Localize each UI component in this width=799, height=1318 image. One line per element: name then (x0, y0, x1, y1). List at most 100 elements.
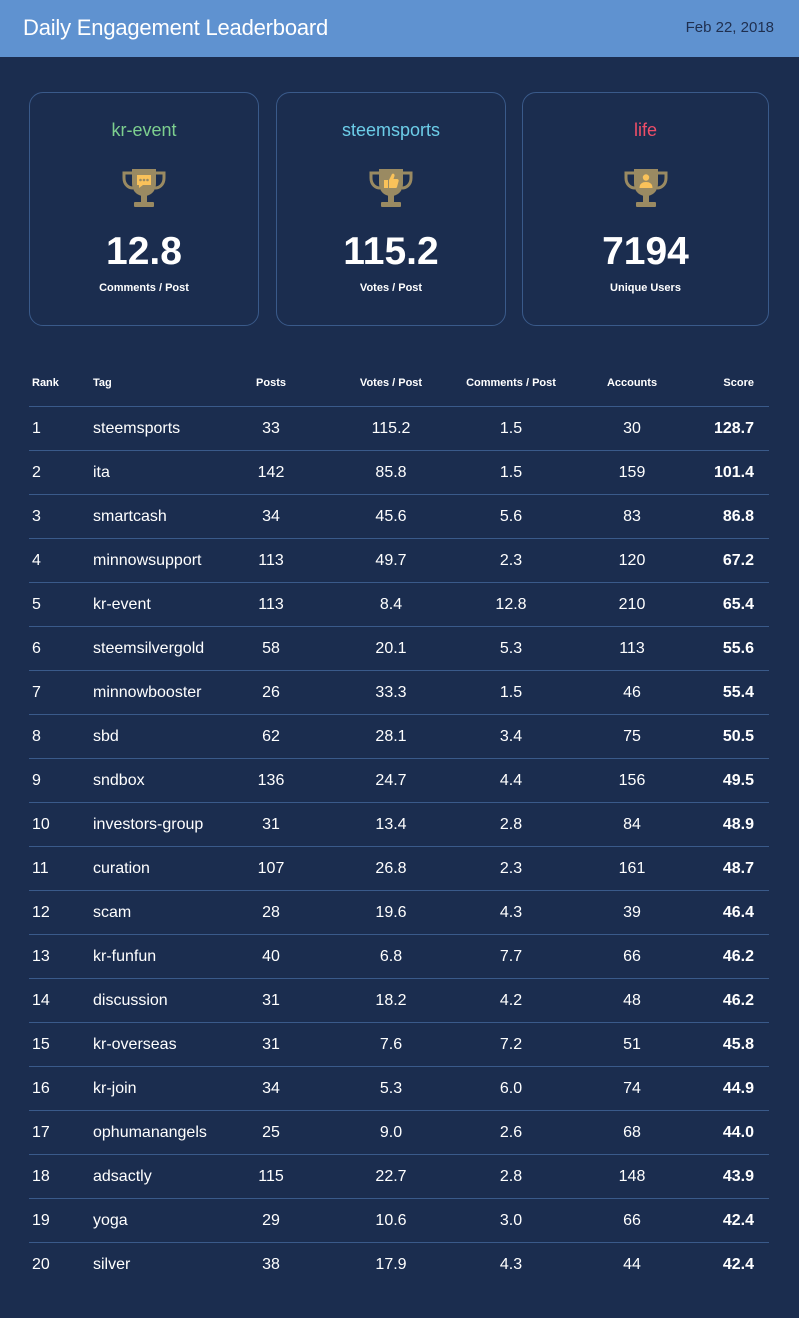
card-comments-per-post: kr-event 12.8 Comments / Post (29, 92, 259, 326)
cell-score: 43.9 (722, 1168, 754, 1185)
cell-accounts: 48 (623, 992, 641, 1009)
cell-rank: 18 (32, 1168, 50, 1185)
page-title: Daily Engagement Leaderboard (23, 15, 329, 40)
table-row: 16 kr-join 34 5.3 6.0 74 44.9 (29, 1067, 769, 1111)
cell-tag[interactable]: adsactly (93, 1168, 152, 1185)
cell-score: 49.5 (722, 772, 754, 789)
cell-posts: 62 (262, 728, 280, 745)
cell-tag[interactable]: sndbox (93, 772, 145, 789)
cell-score: 46.2 (722, 992, 754, 1009)
cell-votes-per-post: 10.6 (375, 1212, 407, 1229)
table-header: Rank Tag Posts Votes / Post Comments / P… (29, 364, 769, 407)
table-row: 11 curation 107 26.8 2.3 161 48.7 (29, 847, 769, 891)
cell-score: 55.4 (722, 684, 754, 701)
cell-tag[interactable]: kr-overseas (93, 1036, 177, 1053)
cell-accounts: 46 (623, 684, 641, 701)
cell-tag[interactable]: steemsports (93, 420, 181, 437)
cell-rank: 3 (32, 508, 41, 525)
cell-posts: 113 (258, 552, 284, 569)
cell-tag[interactable]: smartcash (93, 508, 167, 525)
table-row: 4 minnowsupport 113 49.7 2.3 120 67.2 (29, 539, 769, 583)
cell-score: 44.9 (722, 1080, 754, 1097)
cell-accounts: 113 (619, 640, 645, 657)
cell-tag[interactable]: ita (93, 464, 110, 481)
cell-accounts: 84 (623, 816, 641, 833)
cell-tag[interactable]: kr-event (93, 596, 151, 613)
cell-score: 48.7 (722, 860, 754, 877)
cell-comments-per-post: 3.4 (499, 728, 523, 745)
cell-score: 55.6 (722, 640, 754, 657)
cell-accounts: 30 (623, 420, 641, 437)
cell-rank: 16 (32, 1080, 50, 1097)
cell-rank: 14 (32, 992, 50, 1009)
cell-tag[interactable]: kr-join (93, 1080, 137, 1097)
trophy-comment-icon (122, 169, 166, 207)
table-row: 13 kr-funfun 40 6.8 7.7 66 46.2 (29, 935, 769, 979)
cell-comments-per-post: 5.6 (499, 508, 523, 525)
cell-tag[interactable]: minnowsupport (93, 552, 202, 569)
card-tag[interactable]: steemsports (341, 120, 441, 140)
cell-rank: 20 (32, 1256, 50, 1273)
cell-comments-per-post: 1.5 (499, 420, 523, 437)
cell-posts: 28 (262, 904, 280, 921)
cell-accounts: 74 (623, 1080, 641, 1097)
cell-tag[interactable]: scam (93, 904, 132, 921)
cell-comments-per-post: 2.8 (499, 816, 523, 833)
table-row: 6 steemsilvergold 58 20.1 5.3 113 55.6 (29, 627, 769, 671)
cell-posts: 113 (258, 596, 284, 613)
cell-rank: 6 (32, 640, 41, 657)
cell-posts: 40 (262, 948, 280, 965)
cell-posts: 34 (262, 1080, 280, 1097)
cell-tag[interactable]: ophumanangels (93, 1124, 207, 1141)
cell-score: 45.8 (722, 1036, 754, 1053)
cell-votes-per-post: 18.2 (375, 992, 407, 1009)
cell-score: 46.4 (722, 904, 754, 921)
cell-rank: 15 (32, 1036, 50, 1053)
cell-votes-per-post: 85.8 (375, 464, 407, 481)
cell-tag[interactable]: sbd (93, 728, 119, 745)
cell-votes-per-post: 49.7 (375, 552, 407, 569)
cell-accounts: 75 (623, 728, 641, 745)
column-header-score: Score (723, 377, 754, 389)
card-label: Comments / Post (99, 282, 189, 294)
cell-tag[interactable]: silver (93, 1256, 131, 1273)
cell-votes-per-post: 33.3 (375, 684, 407, 701)
cell-score: 86.8 (722, 508, 754, 525)
cell-tag[interactable]: investors-group (93, 816, 204, 833)
table-row: 10 investors-group 31 13.4 2.8 84 48.9 (29, 803, 769, 847)
cell-posts: 26 (262, 684, 280, 701)
column-header-rank: Rank (32, 377, 59, 389)
cell-accounts: 66 (623, 1212, 641, 1229)
cell-votes-per-post: 17.9 (375, 1256, 407, 1273)
cell-comments-per-post: 3.0 (499, 1212, 523, 1229)
cell-comments-per-post: 2.3 (499, 860, 523, 877)
cell-accounts: 68 (623, 1124, 641, 1141)
header-bar: Daily Engagement Leaderboard Feb 22, 201… (0, 0, 799, 57)
card-label: Votes / Post (359, 282, 423, 294)
column-header-tag: Tag (93, 377, 112, 389)
table-row: 15 kr-overseas 31 7.6 7.2 51 45.8 (29, 1023, 769, 1067)
card-tag[interactable]: life (633, 120, 657, 140)
cell-comments-per-post: 5.3 (499, 640, 523, 657)
cell-tag[interactable]: minnowbooster (93, 684, 202, 701)
cell-tag[interactable]: yoga (93, 1212, 128, 1229)
cell-comments-per-post: 2.8 (499, 1168, 523, 1185)
cell-tag[interactable]: curation (93, 860, 150, 877)
table-row: 1 steemsports 33 115.2 1.5 30 128.7 (29, 407, 769, 451)
cell-tag[interactable]: steemsilvergold (93, 640, 205, 657)
cell-posts: 142 (257, 464, 285, 481)
column-header-comments: Comments / Post (466, 377, 556, 389)
cell-votes-per-post: 24.7 (375, 772, 407, 789)
cell-tag[interactable]: discussion (93, 992, 168, 1009)
cell-score: 101.4 (713, 464, 754, 481)
cell-rank: 8 (32, 728, 41, 745)
card-tag[interactable]: kr-event (111, 120, 177, 140)
cell-tag[interactable]: kr-funfun (93, 948, 157, 965)
cell-score: 67.2 (722, 552, 754, 569)
card-votes-per-post: steemsports 115.2 Votes / Post (276, 92, 506, 326)
table-row: 12 scam 28 19.6 4.3 39 46.4 (29, 891, 769, 935)
table-row: 2 ita 142 85.8 1.5 159 101.4 (29, 451, 769, 495)
cell-score: 42.4 (722, 1256, 754, 1273)
column-header-accounts: Accounts (606, 377, 658, 389)
cell-rank: 17 (32, 1124, 50, 1141)
